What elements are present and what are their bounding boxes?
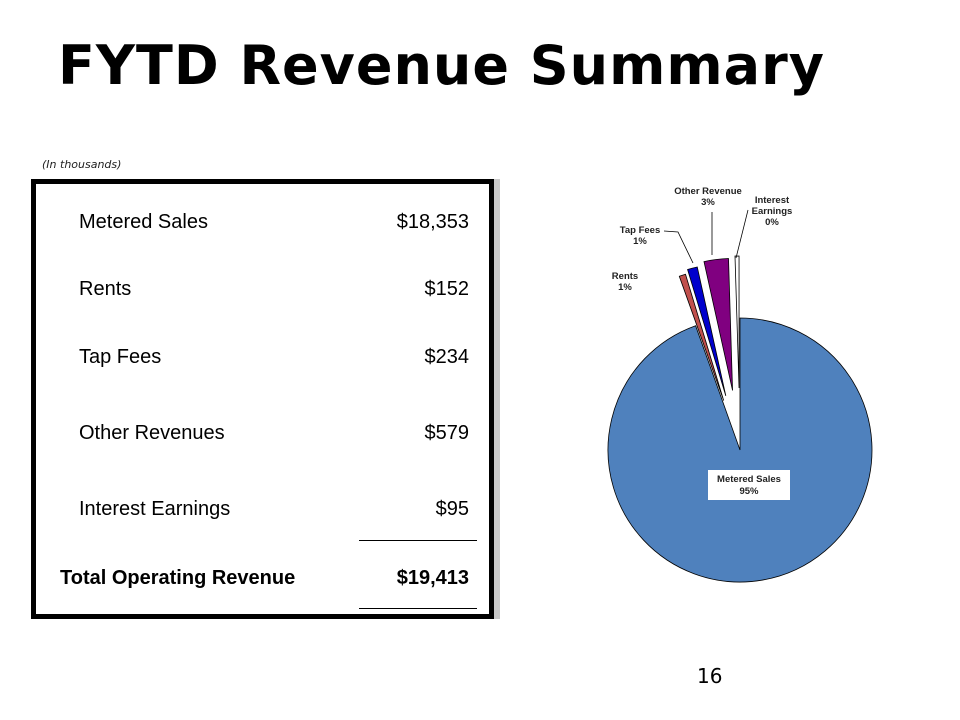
data-label-name-metered-sales: Metered Sales: [717, 474, 781, 485]
data-label-box-metered-sales: [708, 470, 790, 500]
leader-line-interest-earnings: [735, 209, 749, 259]
row-value: $95: [435, 498, 469, 520]
units-note: (In thousands): [42, 158, 122, 171]
page-number: 16: [697, 664, 723, 688]
data-label-name-interest-earnings-0: Interest: [755, 195, 790, 206]
pie-slice-interest-earnings: [734, 255, 740, 389]
pie-slice-metered-sales: [607, 317, 873, 583]
row-value: $152: [424, 278, 470, 300]
subtotal-rule: [359, 540, 477, 541]
data-label-percent-other-revenue: 3%: [701, 197, 715, 208]
page-title: FYTD Revenue Summary: [58, 34, 825, 97]
pie-slice-rents: [678, 273, 725, 401]
data-label-name-tap-fees-0: Tap Fees: [620, 225, 660, 236]
row-label: Tap Fees: [79, 346, 162, 368]
leader-lines: [663, 209, 749, 264]
total-label: Total Operating Revenue: [60, 567, 296, 589]
row-value: $234: [424, 346, 470, 368]
data-label-percent-tap-fees: 1%: [633, 236, 647, 247]
data-label-percent-interest-earnings: 0%: [765, 217, 779, 228]
total-rule: [359, 608, 477, 609]
data-label-name-other-revenue-0: Other Revenue: [674, 186, 742, 197]
data-label-percent-rents: 1%: [618, 282, 632, 293]
pie-slice-other-revenue: [703, 258, 733, 391]
total-value: $19,413: [396, 567, 469, 589]
pie-slices: [607, 255, 873, 583]
row-value: $18,353: [396, 211, 469, 233]
row-label: Other Revenues: [79, 422, 225, 444]
data-label-name-rents-0: Rents: [612, 271, 638, 282]
row-label: Rents: [79, 278, 132, 300]
revenue-table: Metered Sales $18,353 Rents $152 Tap Fee…: [31, 179, 494, 619]
row-label: Interest Earnings: [79, 498, 231, 520]
leader-line-tap-fees: [663, 230, 694, 264]
row-value: $579: [424, 422, 470, 444]
data-label-percent-metered-sales: 95%: [739, 486, 759, 497]
data-label-name-interest-earnings-1: Earnings: [752, 206, 793, 217]
pie-slice-tap-fees: [687, 266, 727, 396]
row-label: Metered Sales: [79, 211, 208, 233]
